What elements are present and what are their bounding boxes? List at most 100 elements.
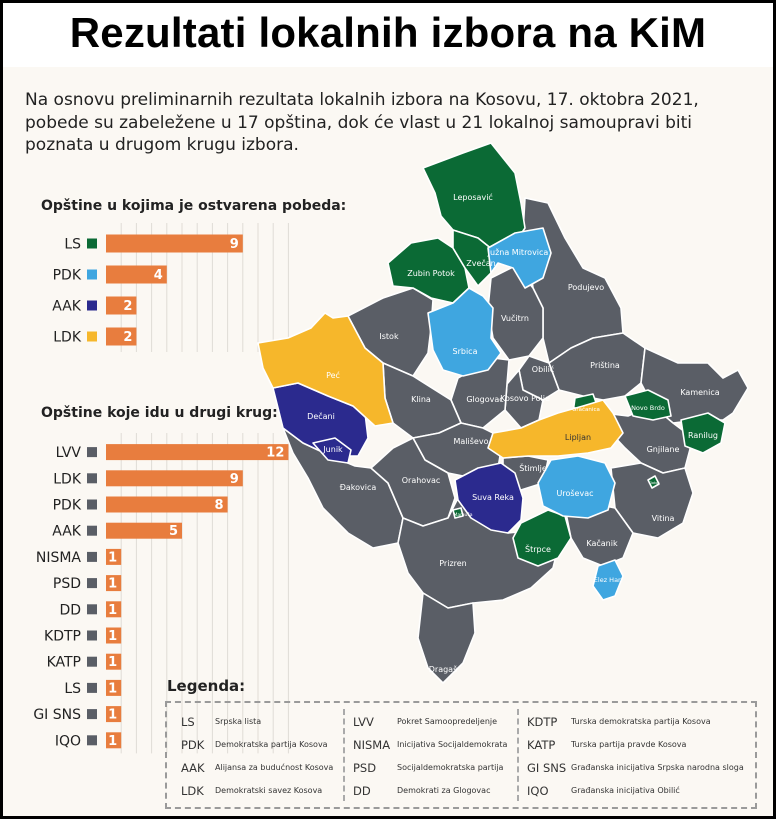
bar bbox=[106, 327, 137, 346]
map-label-urosevac: Uroševac bbox=[557, 488, 594, 498]
map-region-suva-reka bbox=[454, 462, 524, 534]
legend-item: DD Demokrati za Glogovac bbox=[353, 783, 491, 798]
kosovo-map: Leposavić Južna Mitrovica Zvečan Zubin P… bbox=[257, 142, 749, 684]
bar-value-label: 5 bbox=[169, 524, 178, 539]
legend-item: LDK Demokratski savez Kosova bbox=[181, 783, 323, 798]
map-label-leposavic: Leposavić bbox=[453, 192, 493, 202]
bar-value-label: 9 bbox=[230, 472, 239, 487]
map-label-malisevo: Mališevo bbox=[454, 436, 489, 446]
map-label-zubin-potok: Zubin Potok bbox=[407, 269, 455, 278]
category-label: PSD bbox=[53, 576, 81, 592]
category-marker bbox=[87, 447, 97, 458]
bar-value-label: 9 bbox=[230, 237, 239, 252]
bar bbox=[106, 732, 122, 749]
map-labels: Leposavić Južna Mitrovica Zvečan Zubin P… bbox=[307, 192, 720, 674]
legend-divider bbox=[517, 709, 519, 801]
map-region-zvecan bbox=[452, 229, 494, 287]
category-marker bbox=[87, 682, 97, 693]
bar bbox=[106, 627, 122, 644]
bar bbox=[106, 470, 243, 487]
map-region-mamusa bbox=[452, 507, 464, 519]
map-label-novo-brdo: Novo Brdo bbox=[631, 404, 665, 412]
map-label-lipljan: Lipljan bbox=[565, 433, 591, 442]
bar bbox=[106, 706, 122, 723]
map-label-gracanica: Gračanica bbox=[572, 406, 600, 413]
map-label-orahovac: Orahovac bbox=[402, 476, 441, 485]
map-region-orahovac bbox=[370, 437, 456, 527]
category-label: AAK bbox=[52, 524, 82, 540]
category-label: PDK bbox=[53, 498, 82, 514]
bar-value-label: 1 bbox=[108, 655, 117, 670]
map-label-djakovica: Đakovica bbox=[340, 483, 377, 492]
map-region-ranilug bbox=[680, 412, 726, 454]
bar-value-label: 8 bbox=[215, 498, 224, 513]
map-label-istok: Istok bbox=[379, 332, 399, 341]
category-marker bbox=[87, 473, 97, 484]
map-label-kosovo-polje: Kosovo Polje bbox=[500, 394, 550, 403]
category-label: LS bbox=[64, 237, 81, 253]
bar-value-label: 2 bbox=[123, 299, 132, 314]
map-label-vucitrn: Vučitrn bbox=[501, 313, 529, 323]
map-region-pec bbox=[257, 312, 394, 427]
map-label-podujevo: Podujevo bbox=[568, 283, 604, 292]
map-region-klokot bbox=[647, 475, 660, 489]
map-region-junik bbox=[312, 437, 352, 464]
category-label: GI SNS bbox=[33, 707, 81, 723]
bar bbox=[106, 522, 182, 539]
category-marker bbox=[87, 525, 97, 536]
map-label-obilic: Obilić bbox=[532, 364, 554, 374]
map-label-dragas: Dragaš bbox=[429, 664, 458, 674]
bar-value-label: 1 bbox=[108, 708, 117, 723]
legend-item: LVV Pokret Samoopredeljenje bbox=[353, 714, 498, 729]
legend-divider bbox=[343, 709, 345, 801]
map-region-juzna-mitrovica bbox=[487, 227, 552, 289]
category-marker bbox=[87, 709, 97, 720]
legend-column-2: LVV Pokret Samoopredeljenje NISMA Inicijat… bbox=[353, 711, 507, 803]
map-label-zvecan: Zvečan bbox=[466, 258, 496, 268]
map-label-decani: Dečani bbox=[307, 411, 335, 421]
map-label-mamusa: Mamuša bbox=[454, 511, 473, 518]
bar-value-label: 1 bbox=[108, 629, 117, 644]
bar-value-label: 1 bbox=[108, 577, 117, 592]
category-label: IQO bbox=[55, 733, 81, 749]
legend-item: NISMA Inicijativa Socijaldemokrata bbox=[353, 737, 508, 752]
map-region-novo-brdo bbox=[624, 389, 672, 421]
map-label-srbica: Srbica bbox=[453, 347, 478, 356]
legend-item: KDTP Turska demokratska partija Kosova bbox=[527, 714, 711, 729]
category-label: PDK bbox=[53, 268, 82, 284]
map-label-kacanik: Kačanik bbox=[586, 538, 618, 548]
legend-item: KATP Turska partija pravde Kosova bbox=[527, 737, 687, 752]
legend-item: IQO Građanska inicijativa Obilić bbox=[527, 783, 680, 798]
category-marker bbox=[87, 300, 97, 311]
bar bbox=[106, 265, 167, 284]
map-label-ranilug: Ranilug bbox=[688, 431, 718, 440]
map-label-junik: Junik bbox=[322, 445, 343, 454]
bar-value-label: 1 bbox=[108, 681, 117, 696]
map-label-gnjilane: Gnjilane bbox=[647, 445, 680, 454]
bar-value-label: 4 bbox=[154, 268, 163, 283]
intro-text: Na osnovu preliminarnih rezultata lokaln… bbox=[25, 90, 699, 155]
bar-value-label: 1 bbox=[108, 734, 117, 749]
runoff-bar-chart: LVV 12 LDK 9 PDK 8 AAK 5 NISMA 1 PSD 1 DD 1 KDTP 1 KATP 1… bbox=[33, 433, 289, 754]
map-region-urosevac bbox=[537, 455, 616, 519]
bar-value-label: 1 bbox=[108, 603, 117, 618]
category-marker bbox=[87, 735, 97, 746]
bar bbox=[106, 444, 289, 461]
map-label-pec: Peć bbox=[326, 370, 340, 380]
map-label-pristina: Priština bbox=[590, 360, 620, 370]
map-region-elez-han bbox=[592, 559, 624, 601]
chart-title-wins: Opštine u kojima je ostvarena pobeda: bbox=[41, 198, 347, 214]
bar bbox=[106, 234, 243, 253]
category-label: LDK bbox=[53, 471, 82, 487]
bar bbox=[106, 679, 122, 696]
bar bbox=[106, 296, 137, 315]
category-marker bbox=[87, 499, 97, 510]
map-region-dragas bbox=[417, 592, 476, 684]
map-label-strpce: Štrpce bbox=[525, 543, 551, 554]
legend-item: GI SNS Građanska inicijativa Srpska narod… bbox=[527, 760, 744, 775]
category-marker bbox=[87, 656, 97, 667]
legend-column-3: KDTP Turska demokratska partija Kosova KA… bbox=[527, 711, 744, 803]
category-label: KATP bbox=[47, 655, 81, 671]
map-label-prizren: Prizren bbox=[439, 559, 467, 568]
